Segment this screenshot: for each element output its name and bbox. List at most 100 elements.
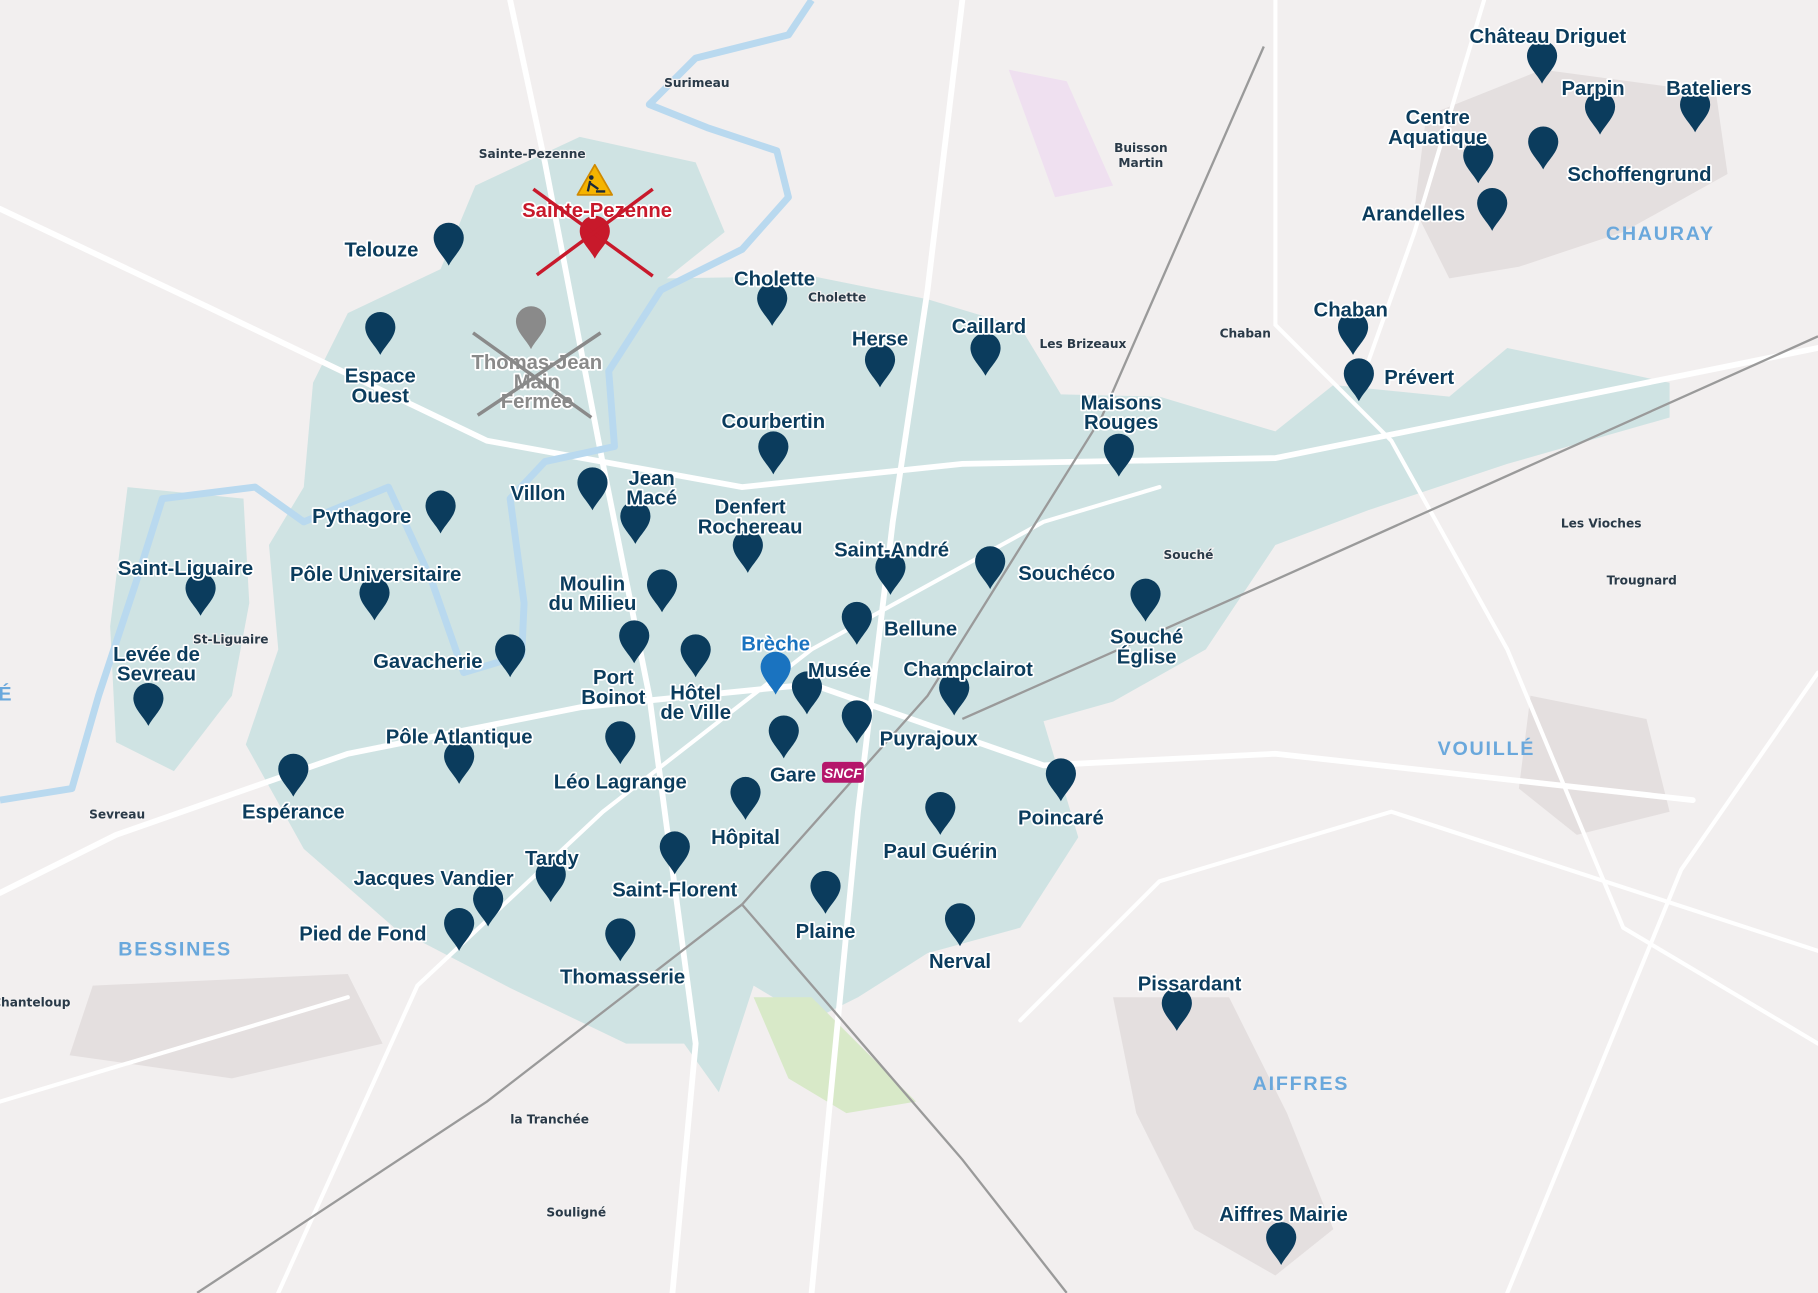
map-pin-icon[interactable] xyxy=(620,500,651,544)
map-pin-icon[interactable] xyxy=(760,651,791,695)
map-pin-icon[interactable] xyxy=(1103,433,1134,477)
map-pin-icon[interactable] xyxy=(619,620,650,664)
map-pin-icon[interactable] xyxy=(433,222,464,266)
station-pôle-atlantique[interactable]: Pôle Atlantique xyxy=(384,725,534,784)
station-telouze[interactable]: Telouze xyxy=(343,222,464,266)
station-tardy[interactable]: Tardy xyxy=(523,846,581,903)
station-musée[interactable]: Musée xyxy=(791,658,873,715)
map-pin-icon[interactable] xyxy=(944,903,976,947)
station-puyrajoux[interactable]: Puyrajoux xyxy=(841,700,980,752)
map-pin-icon[interactable] xyxy=(970,332,1001,376)
map-pin-icon[interactable] xyxy=(925,792,956,835)
map-pin-icon[interactable] xyxy=(810,870,841,914)
map-pin-icon[interactable] xyxy=(841,601,872,645)
map-pin-icon[interactable] xyxy=(1337,312,1369,355)
station-léo-lagrange[interactable]: Léo Lagrange xyxy=(552,721,689,795)
map-pin-icon[interactable] xyxy=(605,721,636,765)
station-jacques-vandier[interactable]: Jacques Vandier xyxy=(352,866,516,927)
station-espérance[interactable]: Espérance xyxy=(240,753,346,825)
map-pin-icon[interactable] xyxy=(1343,358,1374,402)
map-pin-icon[interactable] xyxy=(975,546,1006,590)
map-pin-icon[interactable] xyxy=(1130,578,1161,622)
station-cholette[interactable]: Cholette xyxy=(732,267,817,326)
station-chaban[interactable]: Chaban xyxy=(1312,298,1390,355)
map-pin-icon[interactable] xyxy=(495,634,526,678)
map-pin-icon[interactable] xyxy=(1477,187,1508,231)
map-pin-icon[interactable] xyxy=(646,569,678,613)
station-schoffengrund[interactable]: Schoffengrund xyxy=(1528,126,1713,188)
map-pin-icon[interactable] xyxy=(1584,91,1616,135)
map-pin-icon[interactable] xyxy=(1680,89,1711,133)
station-plaine[interactable]: Plaine xyxy=(794,870,857,945)
map-pin-icon[interactable] xyxy=(359,577,390,621)
station-saint-liguaire[interactable]: Saint-Liguaire xyxy=(116,556,255,616)
station-souchéco[interactable]: Souchéco xyxy=(975,546,1117,590)
map-pin-icon[interactable] xyxy=(875,552,906,595)
station-champclairot[interactable]: Champclairot xyxy=(902,657,1035,716)
map-pin-icon[interactable] xyxy=(939,672,970,716)
station-bateliers[interactable]: Bateliers xyxy=(1664,76,1754,133)
station-prévert[interactable]: Prévert xyxy=(1343,358,1456,402)
map-pin-icon[interactable] xyxy=(1463,140,1494,184)
station-villon[interactable]: Villon xyxy=(509,467,608,511)
station-saint-florent[interactable]: Saint-Florent xyxy=(611,831,739,903)
map-pin-icon[interactable] xyxy=(365,312,396,355)
map-pin-icon[interactable] xyxy=(841,700,872,744)
station-nerval[interactable]: Nerval xyxy=(927,903,993,975)
map-pin-icon[interactable] xyxy=(1266,1222,1297,1266)
station-poincaré[interactable]: Poincaré xyxy=(1016,758,1105,831)
map-pin-icon[interactable] xyxy=(1528,126,1559,170)
map-pin-icon[interactable] xyxy=(659,831,690,875)
station-caillard[interactable]: Caillard xyxy=(950,314,1028,376)
station-saint-andré[interactable]: Saint-André xyxy=(832,538,951,595)
station-gavacherie[interactable]: Gavacherie xyxy=(371,634,526,678)
map-pin-icon[interactable] xyxy=(425,490,456,534)
station-pissardant[interactable]: Pissardant xyxy=(1136,972,1243,1031)
station-pied-de-fond[interactable]: Pied de Fond xyxy=(298,907,475,951)
station-hôpital[interactable]: Hôpital xyxy=(709,776,782,851)
station-paul-guérin[interactable]: Paul Guérin xyxy=(882,792,999,865)
map-pin-icon[interactable] xyxy=(515,306,547,350)
map-pin-icon[interactable] xyxy=(444,907,475,951)
map-pin-icon[interactable] xyxy=(758,431,789,475)
station-pythagore[interactable]: Pythagore xyxy=(310,490,456,534)
map-pin-icon[interactable] xyxy=(864,344,896,388)
station-château-driguet[interactable]: Château Driguet xyxy=(1468,24,1628,84)
map-pin-icon[interactable] xyxy=(605,918,636,962)
map-pin-icon[interactable] xyxy=(185,572,216,616)
station-courbertin[interactable]: Courbertin xyxy=(720,409,827,475)
map-pin-icon[interactable] xyxy=(757,283,788,326)
station-gare[interactable]: Gare xyxy=(768,715,818,788)
map-pin-icon[interactable] xyxy=(732,529,763,573)
map-pin-icon[interactable] xyxy=(473,883,504,927)
map-pin-icon[interactable] xyxy=(133,683,164,726)
station-brèche[interactable]: Brèche xyxy=(740,632,812,695)
map-pin-icon[interactable] xyxy=(278,753,309,797)
map-pin-icon[interactable] xyxy=(680,634,711,678)
map-pin-icon[interactable] xyxy=(1526,40,1558,84)
station-arandelles[interactable]: Arandelles xyxy=(1360,187,1508,231)
station-aiffres-mairie[interactable]: Aiffres Mairie xyxy=(1218,1202,1349,1266)
closed-station-sainte-pezenne[interactable]: Sainte-Pezenne xyxy=(520,163,674,278)
station-thomasserie[interactable]: Thomasserie xyxy=(558,918,687,990)
station-herse[interactable]: Herse xyxy=(850,327,910,388)
map-pin-icon[interactable] xyxy=(768,715,799,759)
map-pin-icon[interactable] xyxy=(730,776,761,820)
station-parpin[interactable]: Parpin xyxy=(1560,76,1626,135)
map-pin-icon[interactable] xyxy=(444,740,475,784)
map-pin-icon[interactable] xyxy=(1161,987,1192,1031)
map-pin-icon[interactable] xyxy=(535,859,566,903)
map-pin-icon[interactable] xyxy=(577,467,608,511)
station-bellune[interactable]: Bellune xyxy=(841,601,959,645)
